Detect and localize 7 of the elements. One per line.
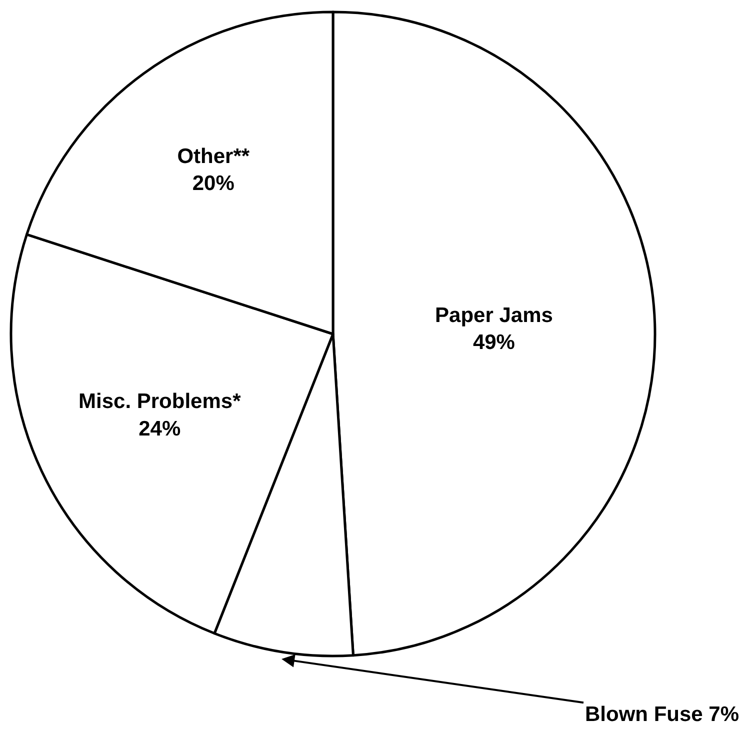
data-label: 24% — [138, 418, 181, 441]
slice-label: Blown Fuse 7% — [585, 703, 740, 726]
slice-label: Misc. Problems* — [78, 390, 242, 414]
data-label: 49% — [472, 331, 516, 354]
slice-label: Paper Jams — [435, 304, 553, 327]
data-label: 20% — [192, 172, 235, 196]
slice-label: Other** — [177, 144, 250, 168]
